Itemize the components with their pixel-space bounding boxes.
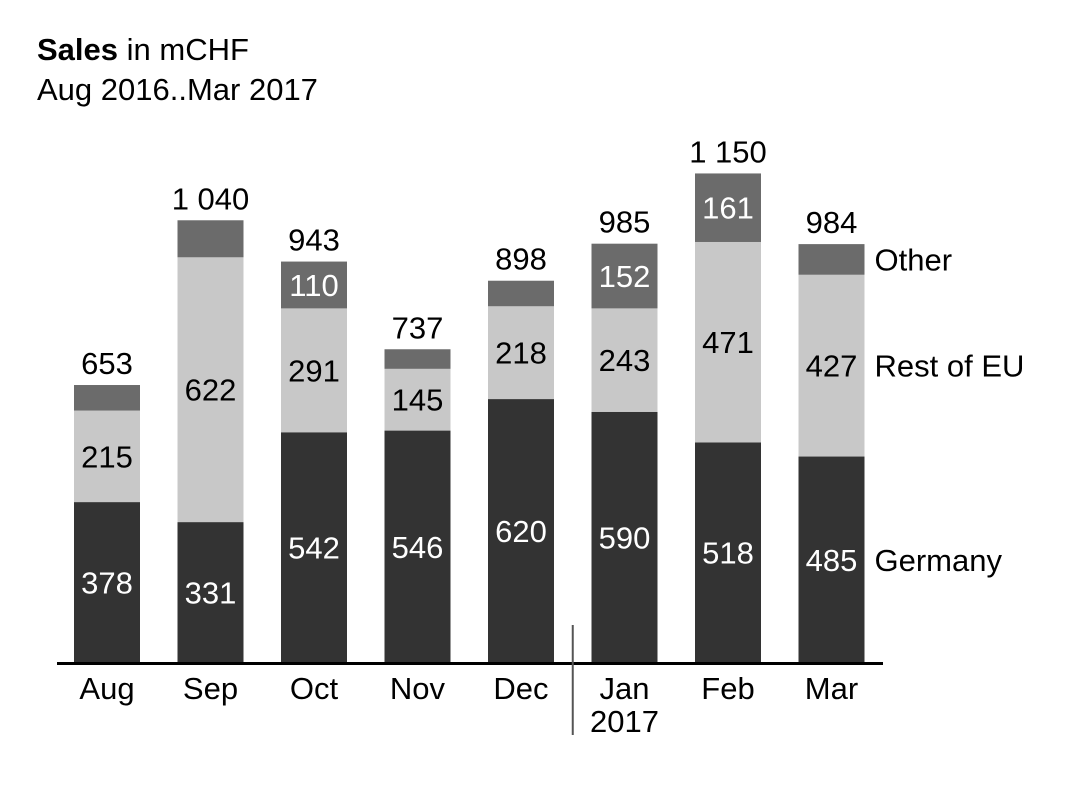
bar-segment-other — [384, 349, 451, 369]
bar-segment-rest-of-eu — [798, 274, 865, 457]
x-tick-label: Oct — [290, 671, 339, 706]
bar-segment-rest-of-eu — [281, 308, 347, 433]
total-label: 1 150 — [689, 134, 767, 169]
bar-segment-other — [281, 261, 347, 309]
legend-label-other: Other — [875, 242, 953, 277]
data-label-rest-of-eu: 145 — [392, 383, 444, 418]
legend-label-rest-of-eu: Rest of EU — [875, 349, 1025, 384]
data-label-other: 110 — [289, 268, 338, 303]
data-label-germany: 546 — [392, 530, 444, 565]
bar-segment-germany — [74, 502, 140, 663]
bar-segment-germany — [177, 522, 244, 663]
bar-segment-rest-of-eu — [591, 308, 658, 412]
total-label: 985 — [599, 205, 651, 240]
legend-label-germany: Germany — [875, 543, 1003, 578]
x-tick-label: Nov — [390, 671, 446, 706]
total-label: 737 — [392, 310, 444, 345]
x-tick-label: Mar — [805, 671, 858, 706]
x-tick-label: Dec — [493, 671, 548, 706]
data-label-rest-of-eu: 243 — [599, 343, 651, 378]
chart-title-bold: Sales — [37, 32, 119, 67]
chart-title-rest: in mCHF — [118, 32, 249, 67]
bar-segment-germany — [798, 456, 865, 663]
bar-segment-germany — [488, 399, 554, 663]
bar-segment-other — [695, 173, 761, 242]
data-label-rest-of-eu: 471 — [702, 325, 754, 360]
data-label-germany: 378 — [81, 566, 133, 601]
bar-segment-other — [74, 385, 140, 411]
x-tick-label: Feb — [701, 671, 754, 706]
x-tick-label: Aug — [79, 671, 134, 706]
bar-segment-germany — [384, 430, 451, 663]
bar-segment-other — [591, 243, 658, 309]
data-label-other: 161 — [702, 191, 754, 226]
data-label-rest-of-eu: 622 — [185, 373, 237, 408]
bar-segment-germany — [591, 411, 658, 663]
bar-segment-rest-of-eu — [384, 368, 451, 431]
data-label-germany: 331 — [185, 576, 237, 611]
bar-segment-germany — [281, 432, 347, 663]
data-label-germany: 542 — [288, 531, 340, 566]
bar-segment-rest-of-eu — [695, 241, 761, 443]
bar-segment-rest-of-eu — [488, 306, 554, 400]
data-label-rest-of-eu: 215 — [81, 439, 133, 474]
x-tick-label: Sep — [183, 671, 238, 706]
bar-segment-germany — [695, 442, 761, 663]
x-tick-label: Jan — [600, 671, 650, 706]
total-label: 898 — [495, 242, 547, 277]
total-label: 984 — [806, 205, 858, 240]
data-label-other: 152 — [599, 259, 651, 294]
bar-segment-rest-of-eu — [177, 257, 244, 523]
chart-subtitle: Aug 2016..Mar 2017 — [37, 72, 318, 107]
data-label-rest-of-eu: 291 — [288, 353, 340, 388]
bar-segment-other — [798, 244, 865, 275]
bar-segment-other — [177, 220, 244, 258]
chart-title: Sales in mCHF — [37, 30, 318, 70]
x-year-label: 2017 — [590, 704, 659, 739]
data-label-rest-of-eu: 427 — [806, 349, 858, 384]
bar-segment-rest-of-eu — [74, 410, 140, 503]
total-label: 653 — [81, 346, 133, 381]
data-label-germany: 590 — [599, 520, 651, 555]
data-label-germany: 518 — [702, 536, 754, 571]
bar-segment-other — [488, 280, 554, 307]
total-label: 1 040 — [172, 181, 250, 216]
data-label-germany: 485 — [806, 543, 858, 578]
chart-title-block: Sales in mCHF Aug 2016..Mar 2017 — [37, 30, 318, 110]
total-label: 943 — [288, 223, 340, 258]
data-label-germany: 620 — [495, 514, 547, 549]
data-label-rest-of-eu: 218 — [495, 336, 547, 371]
